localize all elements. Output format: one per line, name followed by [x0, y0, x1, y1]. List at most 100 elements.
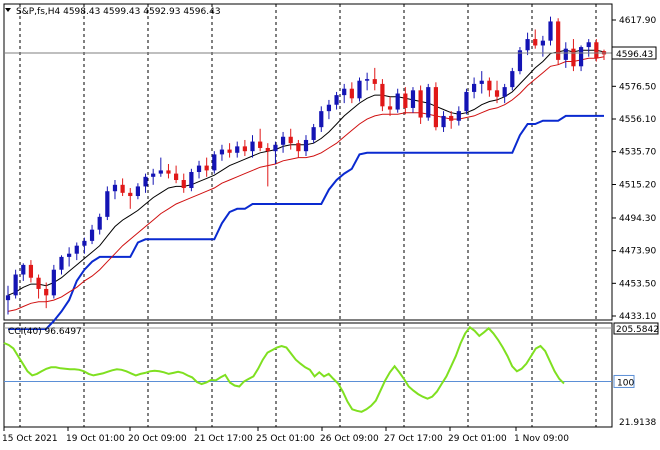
candle-body [517, 50, 523, 72]
candle-body [196, 165, 202, 173]
candle-body [586, 42, 591, 48]
cci-tick-label: 21.9138 [619, 418, 656, 428]
cci-panel [3, 322, 613, 428]
cci-tick-label: 100 [617, 378, 634, 388]
candle-body [380, 83, 385, 107]
candle-body [51, 269, 56, 296]
candle-body [105, 191, 110, 217]
candle-body [494, 90, 500, 97]
cci-axis: 205.5842 100 21.9138 [613, 322, 659, 428]
candle-body [464, 91, 469, 112]
price-tick-label: 4535.70 [619, 148, 656, 158]
candle-body [334, 95, 339, 105]
time-tick-label: 21 Oct 17:00 [194, 434, 253, 444]
candle-body [67, 253, 72, 257]
price-tick-label: 4473.90 [619, 247, 656, 257]
time-tick-label: 26 Oct 09:00 [320, 434, 379, 444]
candle-body [288, 136, 293, 144]
candle-body [112, 184, 118, 192]
candle-body [120, 184, 125, 193]
lower-band-line [8, 114, 604, 330]
cci-header: CCI(40) 96.6497 [8, 327, 82, 337]
price-axis: 4617.90 4576.50 4556.10 4535.70 4515.20 4494.… [612, 16, 656, 322]
time-tick-label: 19 Oct 01:00 [66, 434, 125, 444]
candle-body [571, 48, 576, 67]
price-tick-label: 4453.50 [619, 279, 656, 289]
cci-tick-label: 205.5842 [616, 325, 659, 335]
candle-body [311, 127, 316, 140]
price-tick-label: 4556.10 [619, 115, 656, 125]
lower-band-polyline [8, 114, 604, 330]
current-price-label: 4596.43 [616, 50, 653, 60]
candle-body [556, 21, 561, 60]
candle-body [472, 83, 477, 92]
symbol-header: S&P,fs,H4 4598.43 4599.43 4592.93 4596.4… [16, 7, 221, 17]
time-tick-label: 1 Nov 09:00 [514, 434, 569, 444]
candle-body [5, 295, 11, 301]
candle-body [449, 115, 454, 121]
candle-body [456, 111, 461, 121]
price-tick-label: 4515.20 [619, 180, 656, 190]
candle-body [151, 173, 156, 177]
candle-body [387, 106, 393, 110]
candle-body [479, 80, 484, 84]
candle-body [540, 40, 545, 46]
candle-body [135, 186, 140, 197]
candle-body [594, 42, 599, 59]
candle-body [143, 176, 148, 187]
candle-body [204, 165, 209, 171]
candle-body [227, 149, 232, 153]
candle-body [74, 245, 79, 254]
candle-body [89, 229, 95, 241]
candle-body [487, 80, 492, 91]
price-tick-label: 4576.50 [619, 82, 656, 92]
candle-body [166, 170, 171, 174]
candle-body [349, 88, 354, 99]
candle-body [365, 79, 370, 81]
candle-body [189, 172, 194, 189]
candle-body [128, 192, 133, 197]
candle-body [326, 104, 332, 112]
current-price-tag [611, 46, 657, 60]
candle-body [563, 48, 568, 60]
time-axis: 15 Oct 2021 19 Oct 01:00 20 Oct 09:00 21 Oc… [2, 427, 569, 444]
time-tick-label: 27 Oct 17:00 [384, 434, 443, 444]
price-tick-label: 4494.30 [619, 214, 656, 224]
slow-ma-line [7, 56, 605, 312]
candle-body [13, 274, 18, 296]
candle-body [433, 87, 438, 128]
candle-body [273, 144, 278, 152]
candle-body [258, 141, 263, 148]
candle-body [418, 90, 423, 118]
cci-polyline [3, 325, 565, 413]
candle-body [242, 146, 247, 152]
candle-body [250, 141, 255, 152]
candle-body [21, 264, 26, 275]
candle-body [533, 39, 538, 46]
candle-body [212, 154, 217, 171]
candle-body [158, 170, 163, 174]
slow-ma-polyline [7, 56, 605, 312]
candle-body [44, 288, 49, 296]
candle-body [296, 143, 301, 152]
time-tick-label: 25 Oct 01:00 [256, 434, 315, 444]
candle-body [441, 115, 446, 128]
candle-body [280, 136, 286, 145]
candle-body [235, 146, 240, 153]
candle-body [395, 93, 400, 110]
candle-body [265, 147, 270, 152]
price-tick-label: 4617.90 [619, 16, 656, 26]
price-tick-label: 4433.10 [619, 312, 656, 322]
candle-body [403, 93, 408, 108]
candle-body [319, 111, 324, 128]
candle-body [410, 90, 416, 108]
candle-body [578, 47, 584, 67]
candle-body [372, 79, 377, 84]
candle-body [357, 80, 362, 99]
time-tick-label: 29 Oct 01:00 [448, 434, 507, 444]
candle-body [525, 39, 530, 51]
main-panel [3, 3, 613, 321]
dropdown-triangle-icon[interactable] [5, 8, 11, 12]
candle-body [82, 240, 87, 246]
